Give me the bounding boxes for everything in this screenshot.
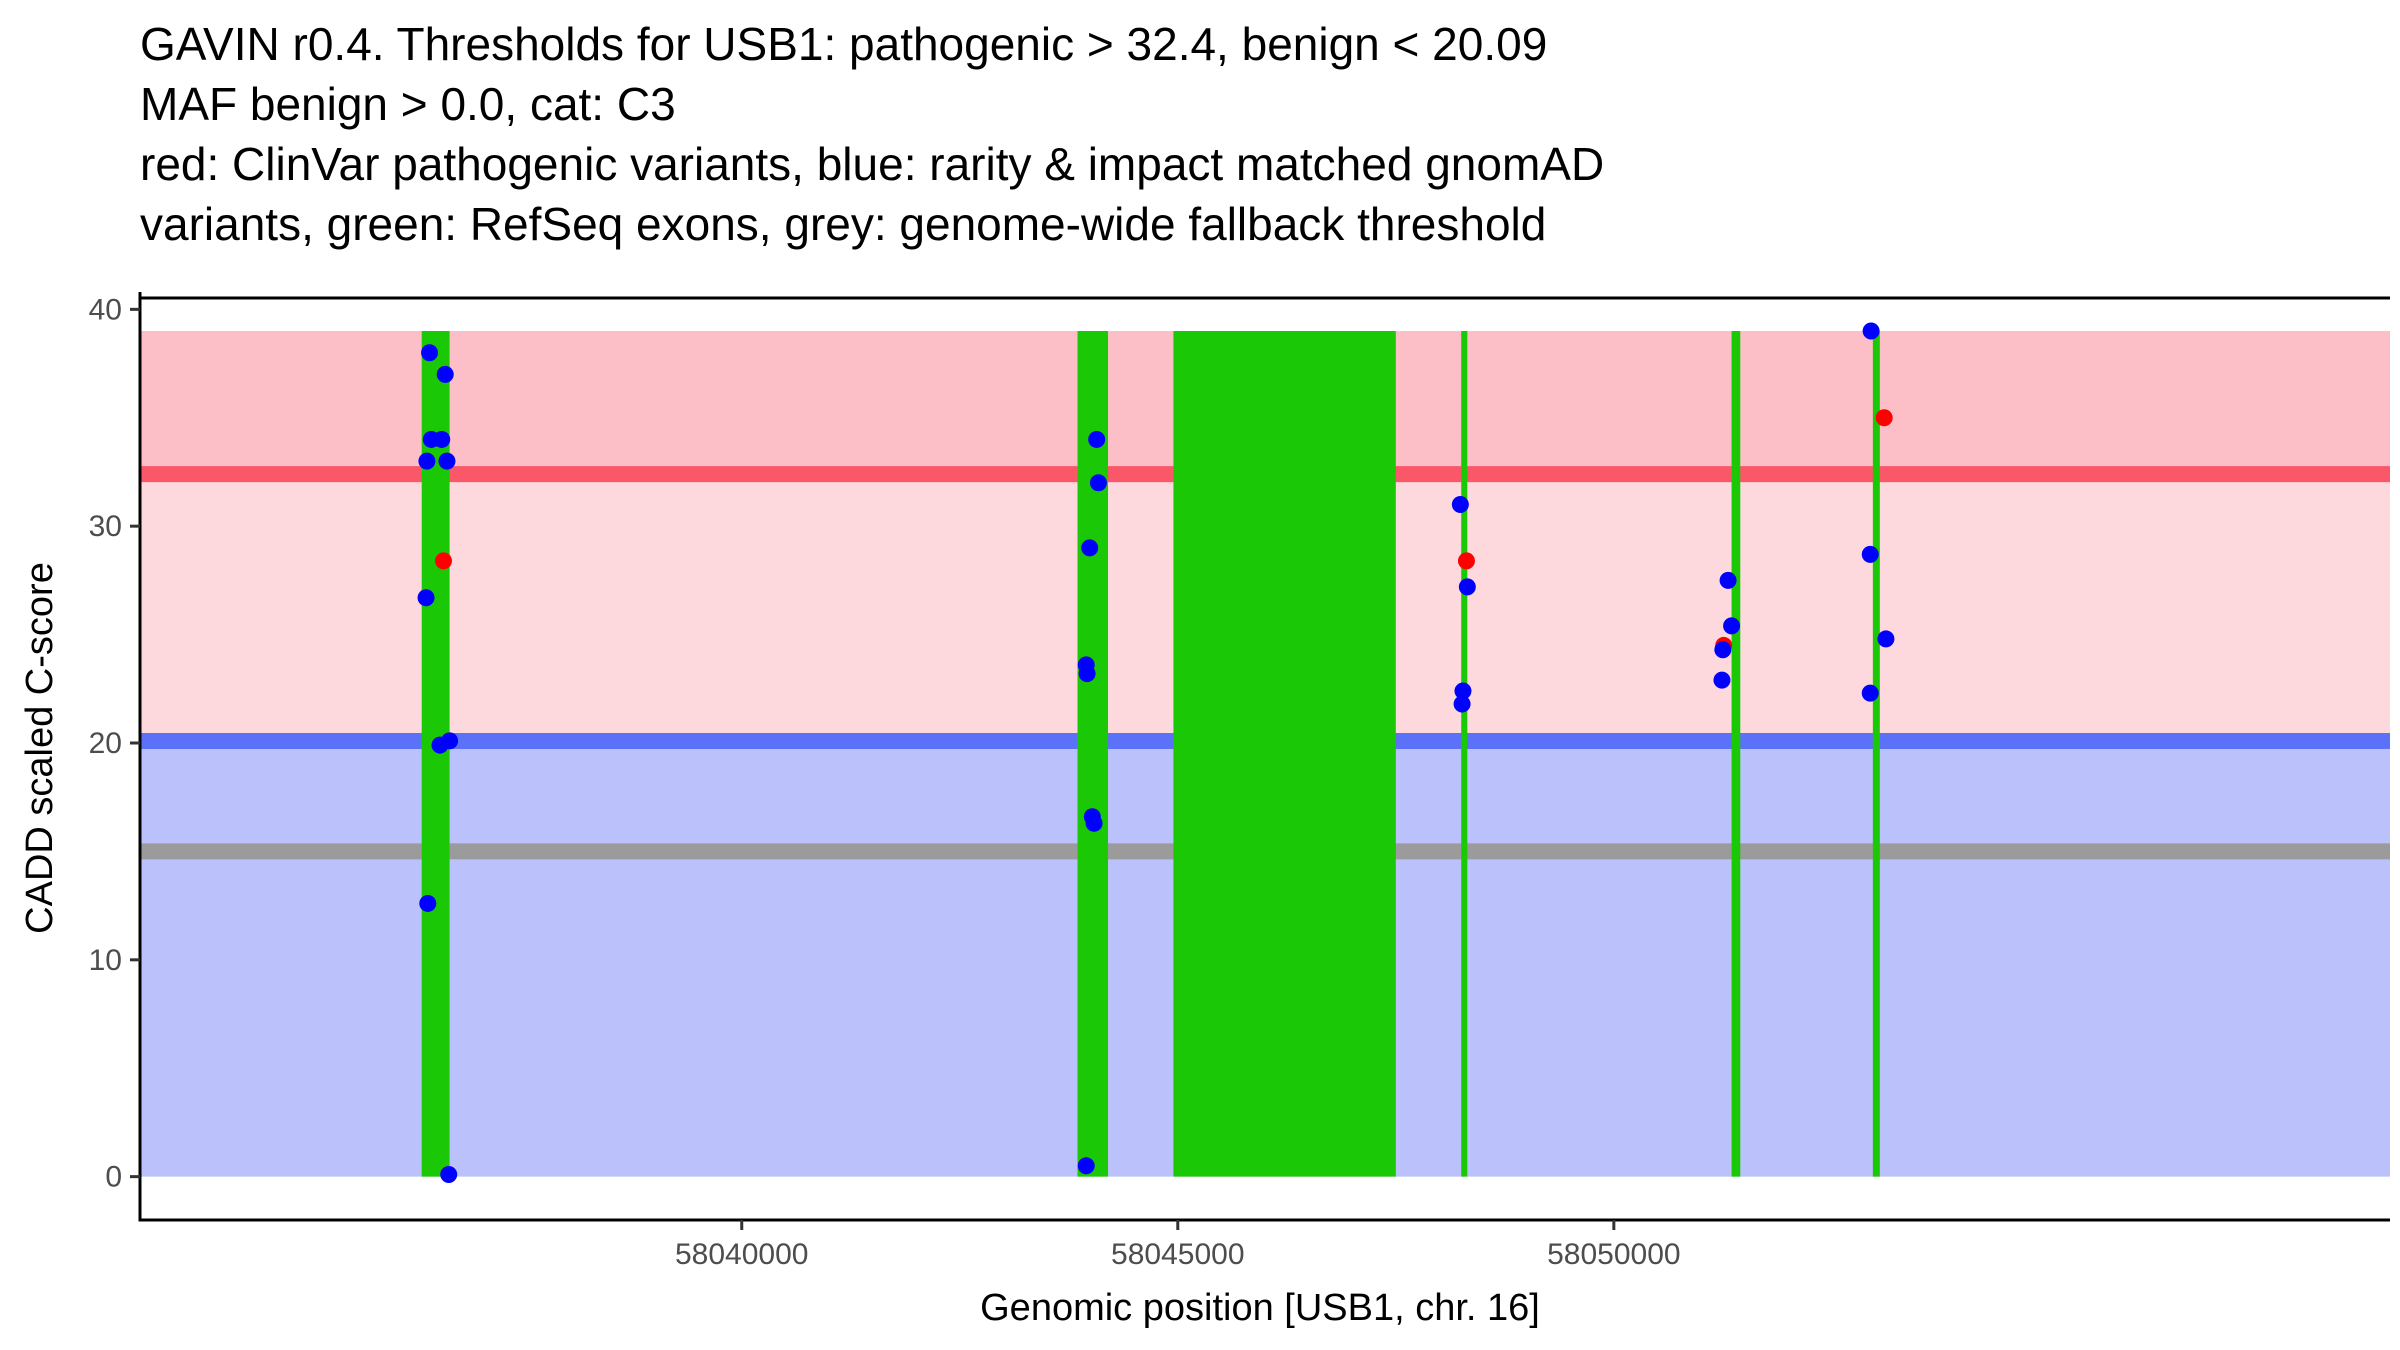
- exon-bar-5: [1731, 331, 1741, 1177]
- gnomad-matched-point-4: [433, 430, 451, 448]
- gnomad-matched-point-19: [1077, 1157, 1095, 1175]
- y-tick-label-0: 0: [105, 1161, 122, 1194]
- gnomad-matched-point-20: [1451, 495, 1469, 513]
- chart-title: GAVIN r0.4. Thresholds for USB1: pathoge…: [140, 18, 1604, 250]
- exon-bar-3: [1173, 331, 1396, 1177]
- exon-bar-2: [1077, 331, 1109, 1177]
- clinvar-pathogenic-point-2: [1457, 552, 1475, 570]
- gnomad-matched-point-25: [1723, 617, 1741, 635]
- exon-bars: [421, 331, 1880, 1177]
- gnomad-matched-point-6: [438, 452, 456, 470]
- y-axis-ticks: 0 10 20 30 40: [89, 293, 140, 1194]
- gnomad-matched-point-29: [1861, 545, 1879, 563]
- x-tick-label-58050000: 58050000: [1547, 1238, 1680, 1271]
- y-tick-label-40: 40: [89, 293, 122, 326]
- gnomad-matched-point-31: [1861, 684, 1879, 702]
- gnomad-matched-point-2: [436, 365, 454, 383]
- exon-bar-6: [1872, 331, 1880, 1177]
- gnomad-matched-point-18: [1085, 814, 1103, 832]
- gnomad-matched-point-11: [440, 1165, 458, 1183]
- gnomad-matched-point-21: [1458, 578, 1476, 596]
- gnomad-matched-point-16: [1078, 665, 1096, 683]
- gnomad-matched-point-10: [419, 894, 437, 912]
- clinvar-pathogenic-point-4: [1875, 409, 1893, 427]
- exon-bar-1: [421, 331, 450, 1177]
- variant-points: [417, 322, 1895, 1183]
- gnomad-matched-point-1: [421, 344, 439, 362]
- gnomad-matched-point-14: [1081, 539, 1099, 557]
- gnomad-matched-point-27: [1713, 671, 1731, 689]
- gnomad-matched-point-5: [418, 452, 436, 470]
- y-tick-label-10: 10: [89, 944, 122, 977]
- y-axis-title: CADD scaled C-score: [19, 562, 61, 934]
- exon-bar-4: [1461, 331, 1468, 1177]
- axes: [138, 292, 2390, 1222]
- gnomad-matched-point-12: [1088, 430, 1106, 448]
- gnomad-matched-point-7: [417, 589, 435, 607]
- y-tick-label-30: 30: [89, 510, 122, 543]
- title-line-1: GAVIN r0.4. Thresholds for USB1: pathoge…: [140, 18, 1547, 70]
- y-tick-label-20: 20: [89, 727, 122, 760]
- gnomad-matched-point-28: [1862, 322, 1880, 340]
- gnomad-matched-point-9: [441, 732, 459, 750]
- x-axis-title: Genomic position [USB1, chr. 16]: [980, 1287, 1540, 1329]
- title-line-3: red: ClinVar pathogenic variants, blue: …: [140, 138, 1604, 190]
- title-line-2: MAF benign > 0.0, cat: C3: [140, 78, 676, 130]
- title-line-4: variants, green: RefSeq exons, grey: gen…: [140, 198, 1546, 250]
- gnomad-matched-point-26: [1714, 641, 1732, 659]
- gnomad-matched-point-30: [1877, 630, 1895, 648]
- clinvar-pathogenic-point-1: [434, 552, 452, 570]
- gnomad-matched-point-23: [1453, 695, 1471, 713]
- gnomad-matched-point-24: [1719, 571, 1737, 589]
- x-tick-label-58045000: 58045000: [1111, 1238, 1244, 1271]
- gnomad-matched-point-22: [1454, 682, 1472, 700]
- x-axis-ticks: 58040000 58045000 58050000: [675, 1220, 1681, 1271]
- gnomad-matched-point-13: [1089, 474, 1107, 492]
- x-tick-label-58040000: 58040000: [675, 1238, 808, 1271]
